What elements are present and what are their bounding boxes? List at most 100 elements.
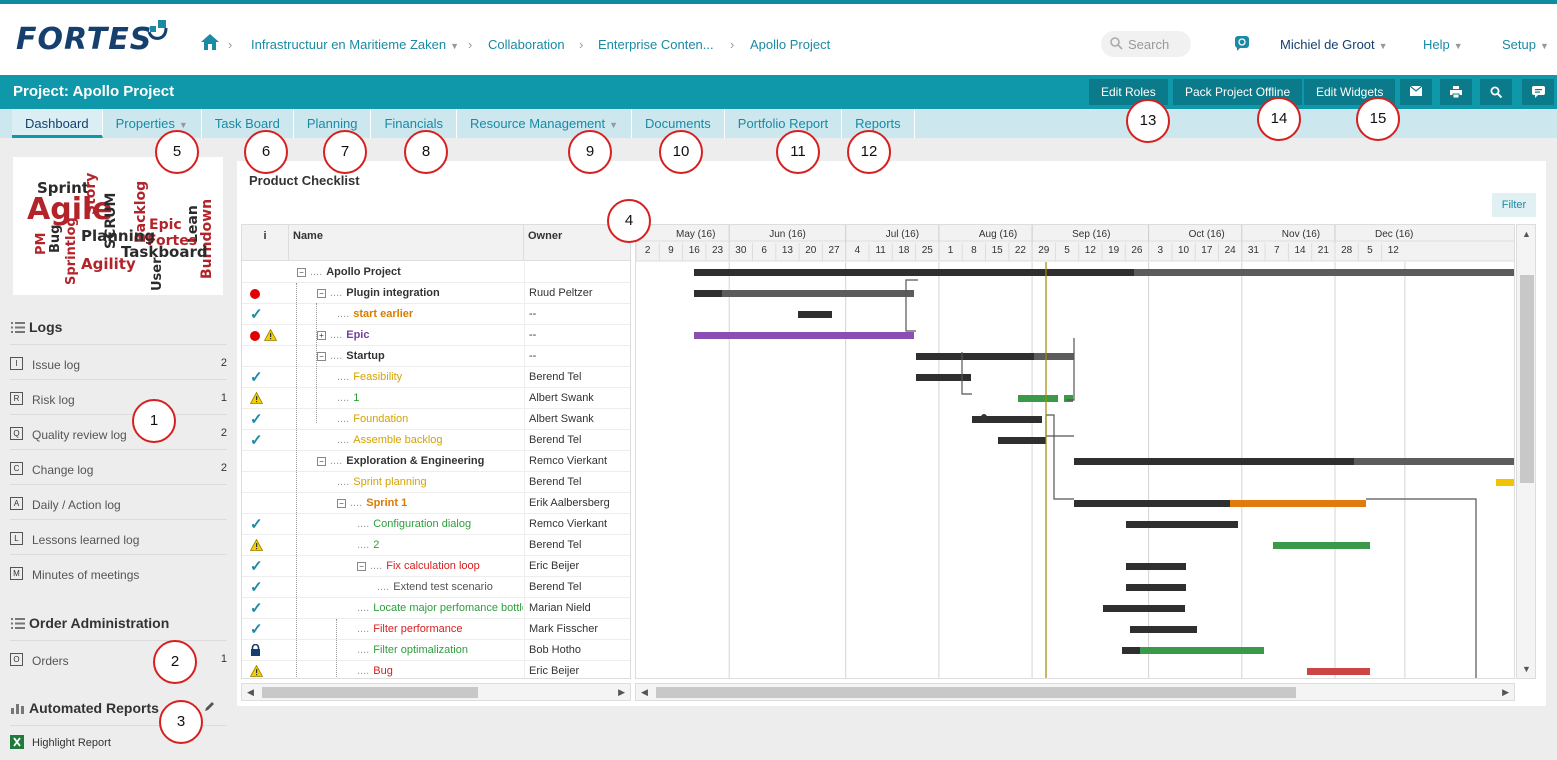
sidebar-item-change-log[interactable]: C Change log 2 — [10, 449, 227, 484]
collapse-icon[interactable]: − — [337, 499, 346, 508]
collapse-icon[interactable]: − — [297, 268, 306, 277]
fortes-logo[interactable]: FORTES — [16, 22, 153, 57]
table-row[interactable]: ✓.... Assemble backlog Berend Tel — [242, 430, 630, 451]
name-cell[interactable]: .... 1 — [289, 388, 523, 409]
tab-documents[interactable]: Documents — [632, 109, 725, 138]
table-row[interactable]: ✓.... start earlier -- — [242, 304, 630, 325]
breadcrumb-item-enterprise-content[interactable]: Enterprise Conten... — [598, 37, 714, 52]
grid-horizontal-scrollbar[interactable]: ◀ ▶ — [241, 683, 631, 701]
scroll-right-icon[interactable]: ▶ — [618, 687, 625, 697]
project-search-button[interactable] — [1480, 79, 1512, 105]
table-row[interactable]: .... Bug Eric Beijer — [242, 661, 630, 678]
table-row[interactable]: ✓.... Feasibility Berend Tel — [242, 367, 630, 388]
sidebar-item-orders[interactable]: O Orders 1 — [10, 640, 227, 675]
table-row[interactable]: −.... Sprint 1 Erik Aalbersberg — [242, 493, 630, 514]
print-button[interactable] — [1440, 79, 1472, 105]
scroll-right-icon[interactable]: ▶ — [1502, 687, 1509, 697]
scroll-down-icon[interactable]: ▼ — [1522, 664, 1531, 674]
status-cell: ✓ — [242, 430, 289, 451]
name-cell[interactable]: −.... Fix calculation loop — [289, 556, 523, 577]
name-cell[interactable]: .... start earlier — [289, 304, 523, 325]
chat-icon[interactable] — [1234, 35, 1250, 51]
scrollbar-thumb[interactable] — [262, 687, 478, 698]
column-header-info[interactable]: i — [242, 225, 289, 261]
table-row[interactable]: −.... Apollo Project — [242, 262, 630, 283]
scrollbar-thumb[interactable] — [656, 687, 1296, 698]
home-icon[interactable] — [200, 33, 220, 51]
wordcloud-word: Fortes — [147, 233, 197, 249]
status-cell — [242, 346, 289, 367]
sidebar-item-lessons-learned-log[interactable]: L Lessons learned log — [10, 519, 227, 554]
search-input[interactable]: Search — [1101, 31, 1191, 57]
scroll-left-icon[interactable]: ◀ — [247, 687, 254, 697]
collapse-icon[interactable]: − — [317, 352, 326, 361]
name-cell[interactable]: .... Extend test scenario — [289, 577, 523, 598]
sidebar-item-issue-log[interactable]: I Issue log 2 — [10, 344, 227, 379]
name-cell[interactable]: −.... Apollo Project — [289, 262, 523, 283]
breadcrumb-item-collaboration[interactable]: Collaboration — [488, 37, 565, 52]
filter-button[interactable]: Filter — [1492, 193, 1536, 217]
tab-reports[interactable]: Reports — [842, 109, 915, 138]
table-row[interactable]: −.... Startup -- — [242, 346, 630, 367]
gantt-horizontal-scrollbar[interactable]: ◀ ▶ — [635, 683, 1515, 701]
comment-button[interactable] — [1522, 79, 1554, 105]
name-cell[interactable]: −.... Startup — [289, 346, 523, 367]
name-cell[interactable]: .... Sprint planning — [289, 472, 523, 493]
table-row[interactable]: .... Filter optimalization Bob Hotho — [242, 640, 630, 661]
setup-menu[interactable]: Setup ▼ — [1502, 37, 1549, 52]
table-row[interactable]: .... 1 Albert Swank — [242, 388, 630, 409]
name-cell[interactable]: .... Configuration dialog — [289, 514, 523, 535]
sidebar-item-quality-review-log[interactable]: Q Quality review log 2 — [10, 414, 227, 449]
tab-financials[interactable]: Financials — [371, 109, 457, 138]
name-cell[interactable]: .... Filter performance — [289, 619, 523, 640]
expand-icon[interactable]: + — [317, 331, 326, 340]
name-cell[interactable]: .... Bug — [289, 661, 523, 678]
table-row[interactable]: ✓.... Foundation Albert Swank — [242, 409, 630, 430]
sidebar-item-minutes-of-meetings[interactable]: M Minutes of meetings — [10, 554, 227, 589]
scrollbar-thumb[interactable] — [1520, 275, 1534, 483]
name-cell[interactable]: .... Filter optimalization — [289, 640, 523, 661]
mail-button[interactable] — [1400, 79, 1432, 105]
name-cell[interactable]: −.... Exploration & Engineering — [289, 451, 523, 472]
collapse-icon[interactable]: − — [317, 289, 326, 298]
name-cell[interactable]: −.... Plugin integration — [289, 283, 523, 304]
name-cell[interactable]: .... Assemble backlog — [289, 430, 523, 451]
column-header-name[interactable]: Name — [289, 225, 524, 261]
scroll-left-icon[interactable]: ◀ — [641, 687, 648, 697]
sidebar-item-highlight-report[interactable]: Highlight Report — [10, 725, 227, 760]
tab-properties[interactable]: Properties ▼ — [103, 109, 202, 138]
owner-cell: Berend Tel — [524, 535, 630, 556]
collapse-icon[interactable]: − — [317, 457, 326, 466]
name-cell[interactable]: +.... Epic — [289, 325, 523, 346]
table-row[interactable]: +.... Epic -- — [242, 325, 630, 346]
table-row[interactable]: ✓.... Locate major perfomance bottle Maria… — [242, 598, 630, 619]
tab-resource-management[interactable]: Resource Management ▼ — [457, 109, 633, 138]
pencil-icon[interactable] — [203, 700, 216, 713]
name-cell[interactable]: .... 2 — [289, 535, 523, 556]
scroll-up-icon[interactable]: ▲ — [1522, 229, 1531, 239]
tab-planning[interactable]: Planning — [294, 109, 372, 138]
table-row[interactable]: ✓.... Extend test scenario Berend Tel — [242, 577, 630, 598]
name-cell[interactable]: .... Foundation — [289, 409, 523, 430]
gantt-vertical-scrollbar[interactable]: ▲ ▼ — [1516, 224, 1536, 679]
tab-task-board[interactable]: Task Board — [202, 109, 294, 138]
name-cell[interactable]: .... Locate major perfomance bottle — [289, 598, 523, 619]
table-row[interactable]: ✓.... Configuration dialog Remco Vierkant — [242, 514, 630, 535]
table-row[interactable]: .... 2 Berend Tel — [242, 535, 630, 556]
sidebar-item-risk-log[interactable]: R Risk log 1 — [10, 379, 227, 414]
tab-portfolio-report[interactable]: Portfolio Report — [725, 109, 843, 138]
table-row[interactable]: .... Sprint planning Berend Tel — [242, 472, 630, 493]
table-row[interactable]: −.... Plugin integration Ruud Peltzer — [242, 283, 630, 304]
user-menu[interactable]: Michiel de Groot ▼ — [1280, 37, 1388, 52]
table-row[interactable]: −.... Exploration & Engineering Remco Vier… — [242, 451, 630, 472]
name-cell[interactable]: −.... Sprint 1 — [289, 493, 523, 514]
breadcrumb-item-infrastructuur[interactable]: Infrastructuur en Maritieme Zaken ▼ — [251, 37, 459, 52]
tab-dashboard[interactable]: Dashboard — [12, 109, 103, 138]
table-row[interactable]: ✓ −.... Fix calculation loop Eric Beijer — [242, 556, 630, 577]
breadcrumb-item-apollo-project[interactable]: Apollo Project — [750, 37, 831, 52]
collapse-icon[interactable]: − — [357, 562, 366, 571]
name-cell[interactable]: .... Feasibility — [289, 367, 523, 388]
help-menu[interactable]: Help ▼ — [1423, 37, 1463, 52]
sidebar-item-daily-action-log[interactable]: A Daily / Action log — [10, 484, 227, 519]
table-row[interactable]: ✓.... Filter performance Mark Fisscher — [242, 619, 630, 640]
